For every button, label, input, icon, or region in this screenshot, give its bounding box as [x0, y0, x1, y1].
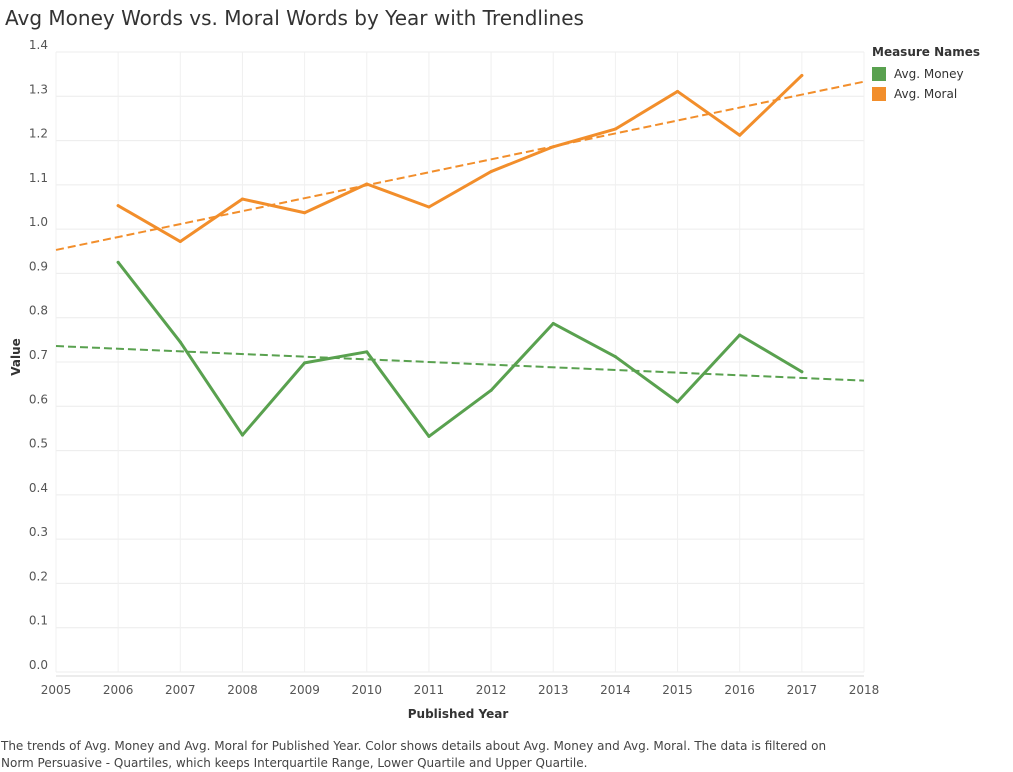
data-point-money[interactable] — [303, 361, 307, 365]
data-point-moral[interactable] — [800, 73, 804, 77]
y-axis-title: Value — [9, 338, 23, 376]
data-point-moral[interactable] — [178, 240, 182, 244]
data-point-money[interactable] — [551, 321, 555, 325]
data-point-money[interactable] — [365, 350, 369, 354]
data-point-money[interactable] — [738, 333, 742, 337]
y-tick-label: 0.6 — [29, 392, 48, 406]
x-tick-label: 2011 — [414, 683, 445, 697]
x-axis-ticks: 2005 2006 2007 2008 2009 2010 2011 2012 2013 2014… — [41, 683, 880, 697]
y-tick-label: 0.9 — [29, 259, 48, 273]
series-layer — [116, 73, 804, 438]
series-line-moral[interactable] — [116, 73, 804, 244]
data-point-money[interactable] — [240, 433, 244, 437]
grid-layer — [55, 51, 865, 677]
x-tick-label: 2006 — [103, 683, 134, 697]
y-tick-label: 1.1 — [29, 171, 48, 185]
data-point-moral[interactable] — [116, 204, 120, 208]
data-point-moral[interactable] — [738, 133, 742, 137]
data-point-moral[interactable] — [365, 182, 369, 186]
y-tick-label: 1.2 — [29, 127, 48, 141]
y-tick-label: 1.3 — [29, 82, 48, 96]
x-tick-label: 2016 — [724, 683, 755, 697]
x-tick-label: 2008 — [227, 683, 258, 697]
legend-entry-money[interactable]: Avg. Money — [872, 64, 980, 84]
y-tick-label: 1.0 — [29, 215, 48, 229]
x-tick-label: 2009 — [289, 683, 320, 697]
x-tick-label: 2012 — [476, 683, 507, 697]
y-tick-label: 0.1 — [29, 614, 48, 628]
x-tick-label: 2007 — [165, 683, 196, 697]
data-point-moral[interactable] — [489, 170, 493, 174]
y-tick-label: 1.4 — [29, 38, 48, 52]
y-tick-label: 0.7 — [29, 348, 48, 362]
data-point-money[interactable] — [427, 434, 431, 438]
data-point-moral[interactable] — [613, 127, 617, 131]
x-tick-label: 2017 — [787, 683, 818, 697]
trendline-money — [55, 345, 865, 382]
x-tick-label: 2015 — [662, 683, 693, 697]
data-point-moral[interactable] — [676, 89, 680, 93]
data-point-money[interactable] — [489, 388, 493, 392]
legend: Measure Names Avg. Money Avg. Moral — [872, 45, 980, 104]
data-point-money[interactable] — [116, 260, 120, 264]
data-point-money[interactable] — [178, 340, 182, 344]
legend-title: Measure Names — [872, 45, 981, 59]
x-tick-label: 2010 — [351, 683, 382, 697]
x-tick-label: 2014 — [600, 683, 631, 697]
trendline-moral — [55, 80, 865, 251]
x-tick-label: 2005 — [41, 683, 72, 697]
chart-title: Avg Money Words vs. Moral Words by Year … — [5, 6, 584, 30]
legend-swatch-money — [872, 67, 886, 81]
x-axis-title: Published Year — [408, 707, 509, 721]
legend-swatch-moral — [872, 87, 886, 101]
trendline-layer — [55, 80, 865, 382]
data-point-moral[interactable] — [240, 197, 244, 201]
legend-label-moral: Avg. Moral — [894, 87, 958, 101]
y-tick-label: 0.8 — [29, 304, 48, 318]
series-line-money[interactable] — [116, 260, 804, 438]
y-axis-ticks: 0.0 0.1 0.2 0.3 0.4 0.5 0.6 0.7 0.8 0.9 1.0 1.1 1.2 1… — [29, 38, 48, 672]
chart-caption: The trends of Avg. Money and Avg. Moral … — [1, 739, 827, 770]
data-point-moral[interactable] — [551, 145, 555, 149]
y-tick-label: 0.5 — [29, 437, 48, 451]
data-point-money[interactable] — [800, 370, 804, 374]
x-tick-label: 2013 — [538, 683, 569, 697]
legend-entry-moral[interactable]: Avg. Moral — [872, 84, 980, 104]
data-point-money[interactable] — [676, 400, 680, 404]
y-tick-label: 0.0 — [29, 658, 48, 672]
data-point-money[interactable] — [613, 355, 617, 359]
y-tick-label: 0.3 — [29, 525, 48, 539]
y-tick-label: 0.4 — [29, 481, 48, 495]
data-point-moral[interactable] — [303, 211, 307, 215]
data-point-moral[interactable] — [427, 205, 431, 209]
legend-label-money: Avg. Money — [894, 67, 964, 81]
y-tick-label: 0.2 — [29, 569, 48, 583]
x-tick-label: 2018 — [849, 683, 880, 697]
